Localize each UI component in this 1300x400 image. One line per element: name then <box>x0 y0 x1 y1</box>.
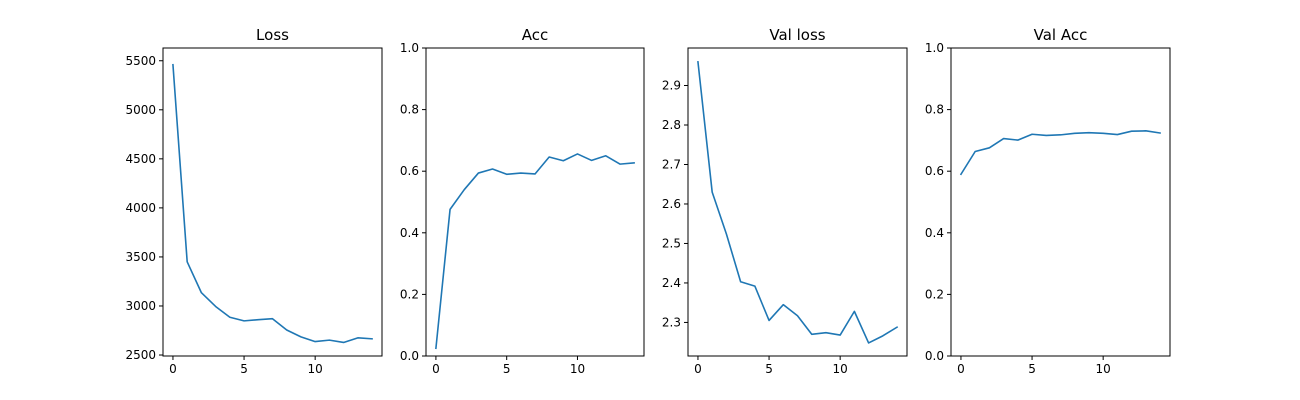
loss-axes-frame <box>162 47 383 357</box>
val-acc-series-line <box>959 130 1161 176</box>
val-loss-ytick-label-2.3: 2.3 <box>662 315 681 329</box>
acc-title: Acc <box>522 26 549 44</box>
val-acc-axes-frame <box>950 47 1171 357</box>
loss-xtick-label-0: 0 <box>169 362 177 376</box>
val-acc-ytick-label-1: 1.0 <box>925 41 944 55</box>
val-loss-ytick-label-2.4: 2.4 <box>662 276 681 290</box>
val-loss-ytick-label-2.7: 2.7 <box>662 157 681 171</box>
val-acc-xtick-label-10: 10 <box>1096 362 1111 376</box>
val-acc-xtick-label-5: 5 <box>1028 362 1036 376</box>
loss-ytick-label-2500: 2500 <box>125 348 156 362</box>
val-acc-ytick-label-0.2: 0.2 <box>925 287 944 301</box>
loss-xtick-label-10: 10 <box>308 362 323 376</box>
loss-series-line <box>172 63 373 344</box>
loss-xtick-label-5: 5 <box>240 362 248 376</box>
acc-ytick-label-0.4: 0.4 <box>400 226 419 240</box>
val-loss-title: Val loss <box>769 26 825 44</box>
acc-ytick-label-0.6: 0.6 <box>400 164 419 178</box>
acc-xtick-label-0: 0 <box>432 362 440 376</box>
val-acc-ytick-label-0: 0.0 <box>925 349 944 363</box>
val-loss-xtick-label-5: 5 <box>765 362 773 376</box>
loss-ytick-label-5500: 5500 <box>125 54 156 68</box>
loss-title: Loss <box>256 26 289 44</box>
val-acc-ytick-label-0.8: 0.8 <box>925 103 944 117</box>
loss-ytick-label-3500: 3500 <box>125 250 156 264</box>
panel-val-acc: Val Acc 0 5 10 0.0 0.2 0.4 0.6 0.8 1.0 <box>925 26 1171 376</box>
val-loss-xtick-label-10: 10 <box>833 362 848 376</box>
val-acc-ytick-label-0.4: 0.4 <box>925 226 944 240</box>
acc-ytick-label-0: 0.0 <box>400 349 419 363</box>
val-loss-ytick-label-2.5: 2.5 <box>662 236 681 250</box>
acc-ytick-label-1: 1.0 <box>400 41 419 55</box>
panel-val-loss: Val loss 0 5 10 2.3 2.4 2.5 2.6 2.7 2.8 2.9 <box>662 26 908 376</box>
loss-ytick-label-3000: 3000 <box>125 299 156 313</box>
loss-ytick-label-5000: 5000 <box>125 103 156 117</box>
panel-loss: Loss 0 5 10 2500 3000 3500 4000 4500 5000 5500 <box>125 26 383 376</box>
acc-series-line <box>435 153 635 350</box>
acc-xtick-label-10: 10 <box>570 362 585 376</box>
val-loss-axes-frame <box>687 47 908 357</box>
val-acc-title: Val Acc <box>1034 26 1088 44</box>
val-acc-ytick-label-0.6: 0.6 <box>925 164 944 178</box>
loss-ytick-label-4000: 4000 <box>125 201 156 215</box>
val-loss-series-line <box>697 60 899 344</box>
acc-axes-frame <box>425 47 645 357</box>
loss-ytick-label-4500: 4500 <box>125 152 156 166</box>
val-loss-ytick-label-2.6: 2.6 <box>662 197 681 211</box>
val-acc-xtick-label-0: 0 <box>957 362 965 376</box>
val-loss-xtick-label-0: 0 <box>694 362 702 376</box>
val-loss-ytick-label-2.8: 2.8 <box>662 118 681 132</box>
acc-ytick-label-0.2: 0.2 <box>400 287 419 301</box>
acc-xtick-label-5: 5 <box>503 362 511 376</box>
val-loss-ytick-label-2.9: 2.9 <box>662 79 681 93</box>
panel-acc: Acc 0 5 10 0.0 0.2 0.4 0.6 0.8 1.0 <box>400 26 645 376</box>
acc-ytick-label-0.8: 0.8 <box>400 103 419 117</box>
